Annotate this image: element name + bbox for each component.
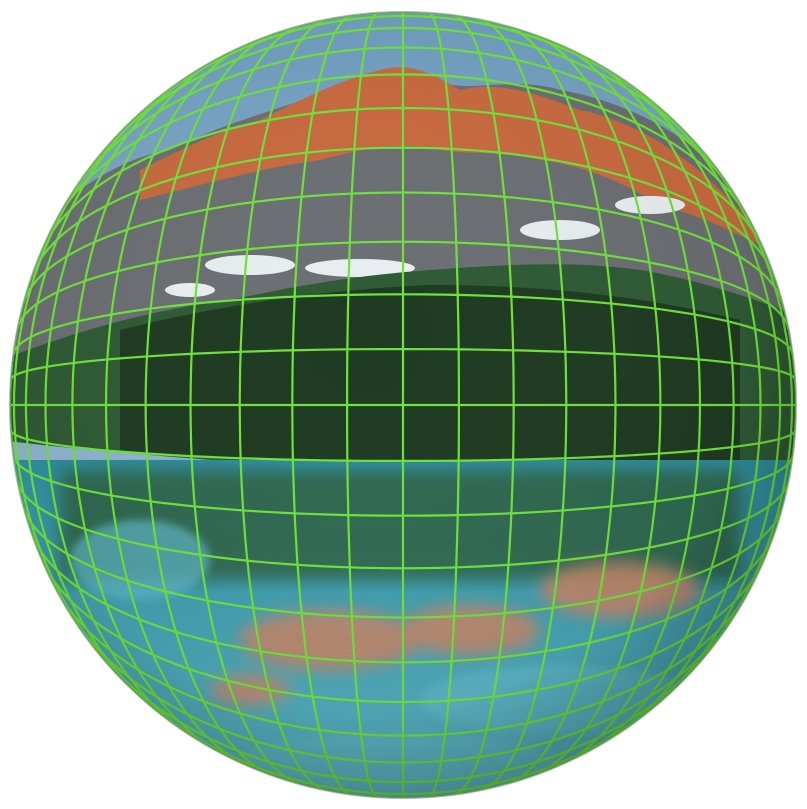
sphere-shading xyxy=(10,12,796,798)
sphere-outline xyxy=(9,11,797,799)
